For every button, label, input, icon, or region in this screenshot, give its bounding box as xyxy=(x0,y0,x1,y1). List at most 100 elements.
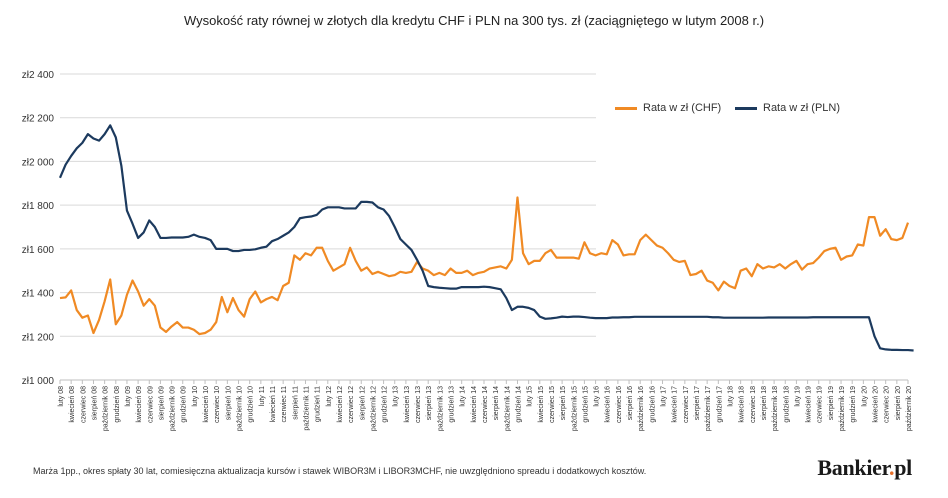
x-tick-label: kwiecień 17 xyxy=(672,386,679,423)
x-tick-label: czerwiec 17 xyxy=(683,386,690,423)
x-tick-label: luty 10 xyxy=(192,386,199,407)
x-tick-label: październik 16 xyxy=(638,386,645,431)
x-tick-label: grudzień 13 xyxy=(449,386,456,423)
x-axis: luty 08 kwiecień 08 czerwiec 08 sierpień 08… xyxy=(58,380,913,431)
x-tick-label: czerwiec 16 xyxy=(616,386,623,423)
x-tick-label: grudzień 16 xyxy=(649,386,656,423)
x-tick-label: czerwiec 09 xyxy=(147,386,154,423)
x-tick-label: luty 08 xyxy=(58,386,65,407)
x-tick-label: luty 11 xyxy=(259,386,266,406)
y-tick-label: zł1 000 xyxy=(22,376,55,387)
x-tick-label: czerwiec 19 xyxy=(817,386,824,423)
x-tick-label: kwiecień 14 xyxy=(471,386,478,423)
x-tick-label: grudzień 08 xyxy=(114,386,121,423)
x-tick-label: sierpień 12 xyxy=(359,386,366,420)
x-tick-label: grudzień 10 xyxy=(248,386,255,423)
x-tick-label: luty 14 xyxy=(460,386,467,407)
x-tick-label: październik 19 xyxy=(839,386,846,431)
x-tick-label: sierpień 08 xyxy=(91,386,98,420)
x-tick-label: luty 09 xyxy=(125,386,132,407)
x-tick-label: październik 13 xyxy=(437,386,444,431)
x-tick-label: grudzień 15 xyxy=(582,386,589,423)
x-tick-label: kwiecień 11 xyxy=(270,386,277,422)
x-tick-label: czerwiec 08 xyxy=(80,386,87,423)
x-tick-label: grudzień 14 xyxy=(515,386,522,423)
x-tick-label: październik 09 xyxy=(170,386,177,431)
legend-item-pln: Rata w zł (PLN) xyxy=(735,102,840,114)
y-tick-label: zł2 400 xyxy=(22,70,55,81)
x-tick-label: październik 20 xyxy=(906,386,913,431)
x-tick-label: kwiecień 10 xyxy=(203,386,210,423)
x-tick-label: sierpień 16 xyxy=(627,386,634,420)
x-tick-label: sierpień 20 xyxy=(895,386,902,420)
x-tick-label: grudzień 19 xyxy=(850,386,857,423)
gridlines xyxy=(60,73,908,381)
x-tick-label: luty 12 xyxy=(326,386,333,407)
x-tick-label: sierpień 17 xyxy=(694,386,701,420)
x-tick-label: sierpień 09 xyxy=(158,386,165,420)
x-tick-label: kwiecień 18 xyxy=(739,386,746,423)
series-layer xyxy=(58,124,914,352)
x-tick-label: sierpień 13 xyxy=(426,386,433,420)
x-tick-label: czerwiec 10 xyxy=(214,386,221,423)
x-tick-label: kwiecień 19 xyxy=(806,386,813,423)
x-tick-label: luty 20 xyxy=(861,386,868,407)
x-tick-label: luty 18 xyxy=(727,386,734,407)
y-tick-label: zł1 600 xyxy=(22,245,55,256)
x-tick-label: grudzień 17 xyxy=(716,386,723,423)
x-tick-label: październik 17 xyxy=(705,386,712,431)
x-tick-label: grudzień 09 xyxy=(181,386,188,423)
x-tick-label: czerwiec 13 xyxy=(415,386,422,423)
legend-label-pln: Rata w zł (PLN) xyxy=(763,102,841,114)
x-tick-label: październik 18 xyxy=(772,386,779,431)
x-tick-label: grudzień 18 xyxy=(783,386,790,423)
x-tick-label: październik 10 xyxy=(237,386,244,431)
x-tick-label: kwiecień 13 xyxy=(404,386,411,423)
y-tick-label: zł2 000 xyxy=(22,157,55,168)
y-tick-label: zł2 200 xyxy=(22,114,55,125)
footnote: Marża 1pp., okres spłaty 30 lat, comiesi… xyxy=(33,466,647,476)
x-tick-label: czerwiec 12 xyxy=(348,386,355,423)
x-tick-label: sierpień 19 xyxy=(828,386,835,420)
x-tick-label: grudzień 12 xyxy=(382,386,389,423)
y-tick-label: zł1 800 xyxy=(22,201,55,212)
x-tick-label: czerwiec 14 xyxy=(482,386,489,423)
x-tick-label: kwiecień 12 xyxy=(337,386,344,423)
x-tick-label: czerwiec 18 xyxy=(750,386,757,423)
x-tick-label: październik 11 xyxy=(303,386,310,431)
y-tick-label: zł1 400 xyxy=(22,289,55,300)
x-tick-label: kwiecień 09 xyxy=(136,386,143,423)
x-tick-label: czerwiec 20 xyxy=(884,386,891,423)
x-tick-label: październik 12 xyxy=(370,386,377,431)
brand-logo: Bankier.pl xyxy=(817,455,912,480)
x-tick-label: sierpień 18 xyxy=(761,386,768,420)
y-axis-labels: zł1 000 zł1 200 zł1 400 zł1 600 zł1 800 zł2 0… xyxy=(22,70,55,387)
chart-title: Wysokość raty równej w złotych dla kredy… xyxy=(183,13,765,28)
x-tick-label: październik 14 xyxy=(504,386,511,431)
x-tick-label: luty 17 xyxy=(661,386,668,407)
legend-item-chf: Rata w zł (CHF) xyxy=(615,102,721,114)
x-tick-label: sierpień 11 xyxy=(292,386,299,420)
x-tick-label: kwiecień 08 xyxy=(69,386,76,423)
series-line-chf xyxy=(59,196,910,336)
x-tick-label: sierpień 10 xyxy=(225,386,232,420)
x-tick-label: sierpień 15 xyxy=(560,386,567,420)
x-tick-label: sierpień 14 xyxy=(493,386,500,420)
x-tick-label: kwiecień 20 xyxy=(873,386,880,423)
x-tick-label: czerwiec 11 xyxy=(281,386,288,423)
x-tick-label: kwiecień 15 xyxy=(538,386,545,423)
x-tick-label: październik 08 xyxy=(103,386,110,431)
legend-swatch-chf xyxy=(615,106,637,110)
legend-swatch-pln xyxy=(735,106,757,110)
x-tick-label: luty 19 xyxy=(794,386,801,407)
x-tick-label: luty 15 xyxy=(527,386,534,407)
series-line-pln xyxy=(58,124,914,352)
x-tick-label: luty 16 xyxy=(594,386,601,407)
x-tick-label: grudzień 11 xyxy=(315,386,322,422)
x-tick-label: październik 15 xyxy=(571,386,578,431)
x-tick-label: kwiecień 16 xyxy=(605,386,612,423)
y-tick-label: zł1 200 xyxy=(22,332,55,343)
x-tick-label: luty 13 xyxy=(393,386,400,407)
x-tick-label: czerwiec 15 xyxy=(549,386,556,423)
